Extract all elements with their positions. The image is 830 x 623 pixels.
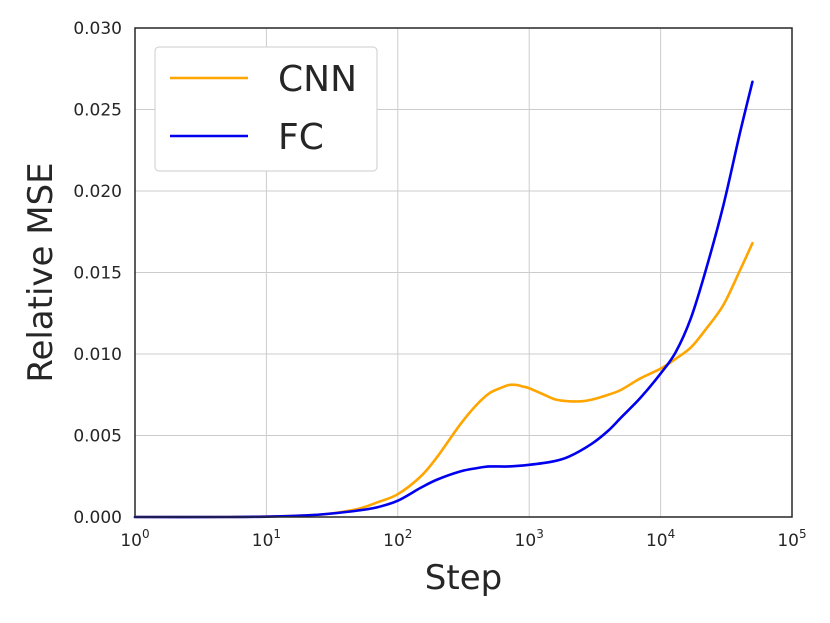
y-tick-label: 0.005	[73, 427, 122, 447]
x-tick-label: 103	[515, 527, 544, 551]
x-tick-label: 101	[252, 527, 281, 551]
x-axis-ticks: 100 101 102 103 104 105	[120, 527, 806, 551]
x-tick-label: 105	[777, 527, 806, 551]
x-tick-label: 102	[383, 527, 412, 551]
y-tick-label: 0.010	[73, 345, 122, 365]
y-tick-label: 0.000	[73, 508, 122, 528]
x-tick-label: 100	[120, 527, 149, 551]
series-line-fc	[133, 80, 754, 519]
y-tick-label: 0.025	[73, 101, 122, 121]
series-lines	[133, 80, 754, 519]
legend: CNN FC	[154, 46, 378, 172]
x-tick-label: 104	[646, 527, 675, 551]
legend-label-cnn: CNN	[278, 59, 357, 100]
x-axis-label: Step	[425, 558, 502, 598]
y-axis-ticks: 0.000 0.005 0.010 0.015 0.020 0.025 0.030	[73, 19, 122, 528]
plot-frame	[134, 27, 793, 518]
y-tick-label: 0.030	[73, 19, 122, 39]
y-axis-label: Relative MSE	[21, 162, 61, 382]
y-tick-label: 0.020	[73, 182, 122, 202]
legend-label-fc: FC	[278, 117, 324, 158]
y-tick-label: 0.015	[73, 264, 122, 284]
